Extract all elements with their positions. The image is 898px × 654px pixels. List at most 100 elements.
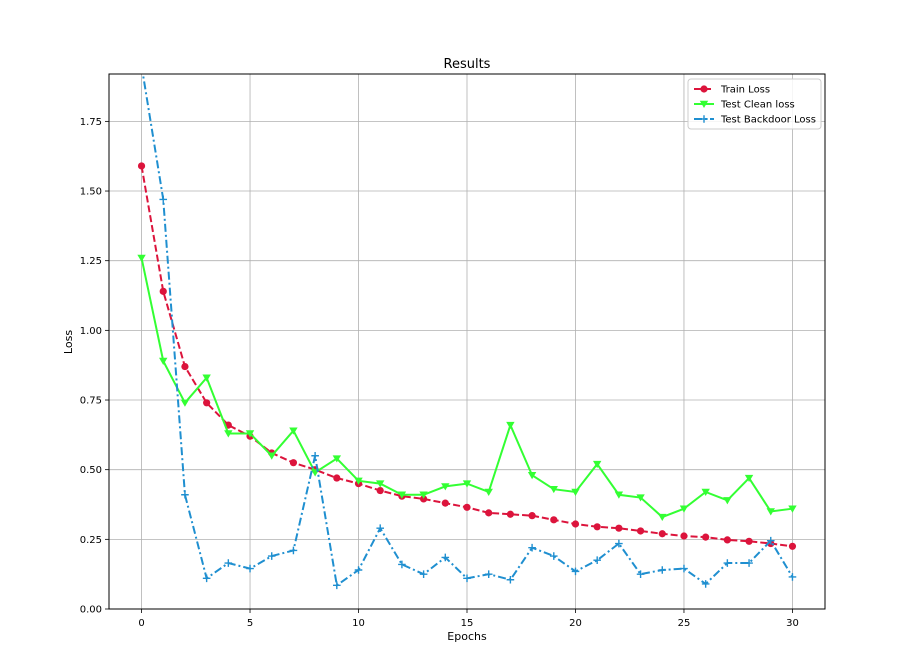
train-loss-point	[333, 474, 341, 482]
test-clean-loss-legend-marker	[699, 100, 709, 108]
test-clean-loss-point	[527, 472, 537, 480]
train-loss-point	[680, 532, 688, 540]
test-clean-loss-point	[224, 430, 233, 438]
test-backdoor-loss-point	[593, 556, 601, 565]
train-loss-point	[485, 509, 493, 517]
test-clean-loss-point	[701, 488, 710, 496]
grid-lines	[109, 74, 825, 610]
test-clean-loss-point	[137, 254, 146, 262]
test-backdoor-loss-point	[723, 559, 732, 567]
x-tick-label: 15	[461, 618, 474, 629]
train-loss-point	[550, 516, 558, 524]
test-backdoor-loss-point	[788, 573, 797, 581]
test-backdoor-loss-point	[267, 552, 276, 560]
x-axis-ticks: 0 5 10 15 20 25 30	[138, 609, 799, 629]
test-clean-loss-point	[245, 430, 255, 438]
test-clean-loss-point	[484, 488, 493, 496]
test-backdoor-loss-point	[701, 580, 710, 588]
test-clean-loss-point	[571, 488, 580, 496]
test-backdoor-loss-point	[181, 490, 189, 499]
y-tick-label: 0.75	[80, 396, 102, 407]
test-clean-loss-point	[592, 460, 602, 469]
test-backdoor-loss-point	[658, 566, 667, 574]
test-clean-loss-point	[202, 374, 211, 382]
test-backdoor-loss-point	[138, 62, 146, 70]
train-loss-legend-marker	[700, 85, 708, 93]
y-tick-label: 1.25	[80, 256, 102, 267]
test-backdoor-loss-point	[354, 566, 363, 574]
y-tick-label: 1.50	[80, 187, 102, 198]
test-clean-loss-point	[506, 421, 515, 430]
train-loss-point	[137, 162, 146, 170]
test-clean-loss-point	[159, 357, 168, 366]
test-backdoor-loss-point	[289, 546, 298, 555]
test-backdoor-loss-point	[311, 451, 319, 460]
train-loss-point	[376, 486, 384, 495]
train-loss-point	[702, 533, 710, 541]
test-clean-loss-point	[180, 399, 190, 407]
test-clean-loss-point	[332, 455, 342, 463]
train-loss-point	[420, 495, 428, 503]
y-axis-label: Loss	[62, 330, 75, 354]
series-layer	[137, 62, 797, 590]
test-backdoor-loss-point	[680, 564, 688, 573]
test-backdoor-loss-point	[202, 574, 211, 583]
test-backdoor-loss-point	[246, 564, 254, 573]
test-clean-loss-point	[766, 508, 775, 516]
test-backdoor-loss-point	[463, 574, 471, 583]
train-loss-point	[593, 523, 601, 531]
test-backdoor-loss-point	[571, 567, 580, 576]
test-clean-loss-point	[549, 485, 558, 494]
x-tick-label: 20	[569, 618, 582, 629]
test-clean-loss-point	[376, 480, 385, 488]
test-clean-loss-point	[441, 483, 450, 491]
y-tick-label: 1.00	[80, 326, 102, 337]
train-loss-point	[636, 527, 645, 535]
test-backdoor-loss-point	[159, 195, 168, 204]
x-tick-label: 10	[352, 618, 365, 629]
train-loss-point	[788, 542, 797, 550]
train-loss-point	[181, 362, 189, 371]
test-clean-loss-point	[744, 474, 754, 483]
test-backdoor-loss-point	[398, 560, 406, 569]
test-backdoor-loss-legend-marker	[700, 115, 708, 123]
test-backdoor-loss-point	[224, 559, 233, 567]
y-tick-label: 0.50	[80, 465, 102, 476]
test-backdoor-loss-point	[484, 570, 493, 578]
test-backdoor-loss-point	[636, 570, 645, 578]
legend-box	[687, 78, 822, 130]
test-backdoor-loss-point	[333, 581, 341, 590]
test-clean-loss-point	[354, 477, 363, 485]
train-loss-point	[463, 503, 471, 511]
train-loss-legend-label: Train Loss	[720, 85, 770, 96]
test-backdoor-loss-point	[766, 536, 775, 545]
test-clean-loss-point	[723, 497, 732, 505]
test-clean-loss-point	[788, 505, 797, 513]
y-tick-label: 0.00	[80, 605, 102, 616]
test-clean-loss-point	[614, 491, 624, 499]
train-loss-point	[615, 524, 623, 532]
test-clean-loss-point	[658, 513, 667, 522]
x-tick-label: 25	[678, 618, 691, 629]
train-loss-point	[658, 530, 666, 538]
x-axis-label: Epochs	[447, 630, 487, 643]
test-backdoor-loss-point	[441, 553, 450, 562]
train-loss-point	[745, 537, 753, 545]
test-clean-loss-point	[289, 427, 298, 435]
test-clean-loss-point	[397, 491, 407, 499]
test-backdoor-loss-point	[528, 543, 536, 552]
train-loss-point	[159, 287, 167, 295]
x-tick-label: 0	[138, 618, 144, 629]
test-clean-loss-point	[462, 480, 472, 488]
y-axis-ticks: 0.00 0.25 0.50 0.75 1.00 1.25 1.50 1.75	[80, 117, 109, 616]
test-clean-loss-point	[419, 491, 428, 499]
test-clean-loss-point	[267, 452, 276, 460]
test-backdoor-loss-legend-label: Test Backdoor Loss	[720, 115, 816, 126]
train-loss-point	[528, 512, 536, 520]
train-loss-point	[723, 536, 731, 544]
series-group	[137, 62, 797, 590]
test-backdoor-loss-point	[506, 575, 515, 584]
chart-title: Results	[444, 57, 491, 72]
test-backdoor-loss-point	[615, 539, 623, 548]
